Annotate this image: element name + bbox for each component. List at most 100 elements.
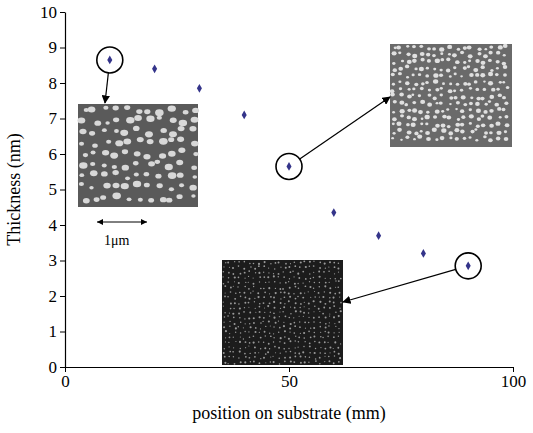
inset-image-grain (284, 296, 286, 298)
inset-image-grain (240, 361, 242, 363)
inset-image-grain (334, 355, 335, 356)
inset-image-grain (319, 311, 320, 312)
inset-image-grain (248, 276, 249, 277)
inset-image-grain (234, 276, 236, 278)
inset-image-grain (238, 265, 240, 267)
inset-image-grain (113, 117, 119, 122)
inset-image-grain (489, 51, 493, 55)
inset-image-grain (79, 142, 84, 146)
inset-image-grain (489, 124, 494, 128)
inset-image-grain (240, 296, 242, 298)
inset-image-grain (273, 312, 275, 314)
inset-image-grain (254, 298, 255, 299)
inset-image-grain (338, 271, 339, 272)
y-axis-tick: 2 (49, 287, 66, 306)
inset-image-grain (223, 271, 225, 273)
inset-image-grain (234, 323, 236, 325)
inset-image-grain (224, 362, 226, 364)
inset-image-grain (460, 130, 465, 134)
inset-image-grain (102, 128, 107, 132)
inset-image-grain (469, 102, 473, 105)
inset-image-grain (483, 110, 487, 114)
point (421, 249, 426, 258)
y-axis-tick: 1 (49, 322, 66, 341)
inset-image-grain (412, 59, 417, 63)
inset-image-grain (189, 185, 196, 191)
y-axis-tick-mark (60, 261, 65, 262)
inset-image-grain (337, 286, 339, 288)
x-axis-tick-label: 100 (501, 372, 527, 391)
inset-image-frame (78, 104, 198, 207)
inset-image-grain (333, 332, 334, 333)
inset-image-grain (339, 292, 341, 294)
inset-image-grain (270, 361, 271, 362)
inset-image-grain (304, 321, 306, 323)
inset-image-grain (463, 66, 467, 70)
inset-image-grain (392, 117, 397, 121)
inset-image-grain (263, 288, 265, 290)
inset-image-grain (259, 281, 260, 282)
inset-image-grain (338, 321, 340, 323)
inset-image-grain (320, 347, 321, 348)
inset-image-grain (288, 293, 290, 295)
inset-image-grain (440, 87, 443, 90)
inset-image-grain (304, 292, 305, 293)
inset-image-grain (254, 268, 256, 270)
inset-image-grain (235, 327, 237, 329)
inset-image-grain (338, 328, 339, 329)
inset-image-grain (239, 317, 241, 319)
y-axis-tick-mark (60, 119, 65, 120)
inset-image-grain (179, 183, 184, 187)
inset-image-grain (193, 152, 198, 156)
inset-image-grain (314, 352, 316, 354)
inset-image-grain (264, 331, 266, 333)
inset-image-grain (102, 164, 107, 168)
scale-bar (97, 219, 147, 225)
inset-image-grain (308, 291, 309, 292)
inset-image-grain (333, 305, 335, 307)
inset-image-grain (420, 130, 423, 133)
inset-image-grain (248, 317, 250, 319)
inset-image-grain (254, 352, 256, 354)
inset-image-grain (305, 285, 307, 287)
inset-image-grain (253, 278, 254, 279)
inset-image-grain (278, 332, 279, 333)
inset-image-grain (112, 165, 117, 169)
point (466, 261, 471, 270)
inset-image-grain (168, 137, 174, 142)
inset-image-grain (313, 300, 315, 302)
inset-image-grain (320, 332, 321, 333)
inset-image-grain (263, 302, 265, 304)
inset-image-grain (146, 116, 154, 122)
inset-image-grain (278, 273, 280, 275)
inset-image-grain (463, 103, 467, 106)
inset-image-grain (329, 315, 330, 316)
inset-image-grain (285, 267, 287, 269)
inset-image-grain (270, 296, 272, 298)
inset-image-grain (191, 141, 198, 147)
inset-image-grain (288, 266, 290, 268)
inset-image-grain (228, 342, 229, 343)
inset-image-grain (92, 144, 98, 148)
inset-image-grain (290, 313, 291, 314)
inset-image-grain (244, 272, 246, 274)
inset-image-grain (233, 308, 234, 309)
inset-image-grain (255, 272, 256, 273)
inset-image-grain (299, 266, 301, 268)
inset-image-grain (159, 153, 166, 159)
inset-image-grain (248, 270, 250, 272)
inset-image-grain (333, 336, 335, 338)
inset-image-grain (314, 291, 315, 292)
inset-image-grain (310, 278, 311, 279)
inset-image-grain (224, 356, 226, 358)
inset-image-grain (325, 282, 327, 284)
inset-image-grain (333, 348, 334, 349)
inset-image-grain (480, 73, 485, 77)
inset-image-grain (230, 308, 232, 310)
inset-image-grain (418, 94, 421, 97)
inset-image-grain (328, 356, 330, 358)
inset-image-grain (259, 306, 261, 308)
point (331, 208, 336, 217)
inset-image-grain (435, 88, 439, 92)
inset-image-grain (300, 303, 302, 305)
